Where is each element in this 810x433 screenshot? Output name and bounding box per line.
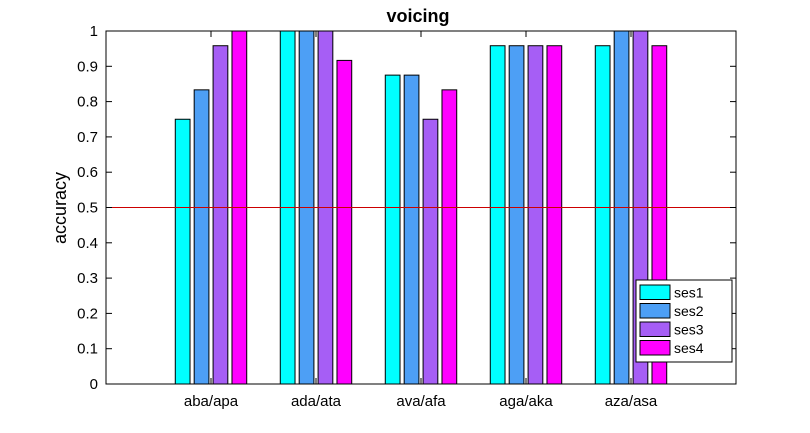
bar-ses3-4 — [527, 45, 544, 385]
legend-label: ses3 — [674, 322, 704, 338]
y-tick-label: 0.4 — [77, 235, 98, 252]
legend-swatch-ses4 — [639, 340, 671, 356]
y-tick-label: 0.6 — [77, 164, 98, 181]
bar-ses2-3 — [403, 74, 420, 385]
y-tick-label: 0.8 — [77, 94, 98, 111]
y-tick-label: 0 — [90, 376, 98, 393]
bars-layer — [174, 30, 668, 385]
chart-title: voicing — [386, 6, 449, 26]
bar-ses3-1 — [212, 45, 229, 385]
bar-ses4-3 — [441, 89, 458, 385]
x-tick-label: ava/afa — [396, 393, 446, 410]
x-tick-label: aba/apa — [184, 393, 239, 410]
bar-ses1-4 — [489, 45, 506, 385]
legend-swatch-ses1 — [639, 284, 671, 300]
legend-label: ses1 — [674, 285, 704, 301]
y-axis-label: accuracy — [50, 172, 70, 244]
x-tick-label: ada/ata — [291, 393, 342, 410]
bar-ses4-2 — [336, 59, 353, 385]
y-tick-label: 0.1 — [77, 341, 98, 358]
bar-ses1-5 — [594, 45, 611, 385]
y-tick-label: 0.5 — [77, 200, 98, 217]
x-tick-label: aza/asa — [605, 393, 658, 410]
y-tick-label: 0.9 — [77, 58, 98, 75]
legend-label: ses2 — [674, 303, 704, 319]
bar-ses2-4 — [508, 45, 525, 385]
bar-ses2-1 — [193, 89, 210, 385]
axes-layer: 0 0.1 0.2 0.3 0.4 0.5 0.6 0.7 0.8 0.9 1 aba/apa ada/… — [77, 23, 737, 410]
x-tick-label: aga/aka — [499, 393, 553, 410]
legend: ses1 ses2 ses3 ses4 — [635, 279, 733, 363]
bar-ses4-4 — [546, 45, 563, 385]
legend-swatch-ses3 — [639, 321, 671, 337]
bar-ses1-1 — [174, 118, 191, 385]
y-tick-label: 0.3 — [77, 270, 98, 287]
y-tick-label: 0.7 — [77, 129, 98, 146]
bar-ses3-3 — [422, 118, 439, 385]
legend-label: ses4 — [674, 340, 704, 356]
y-tick-label: 0.2 — [77, 305, 98, 322]
y-tick-label: 1 — [90, 23, 98, 40]
legend-swatch-ses2 — [639, 303, 671, 319]
bar-ses1-3 — [384, 74, 401, 385]
